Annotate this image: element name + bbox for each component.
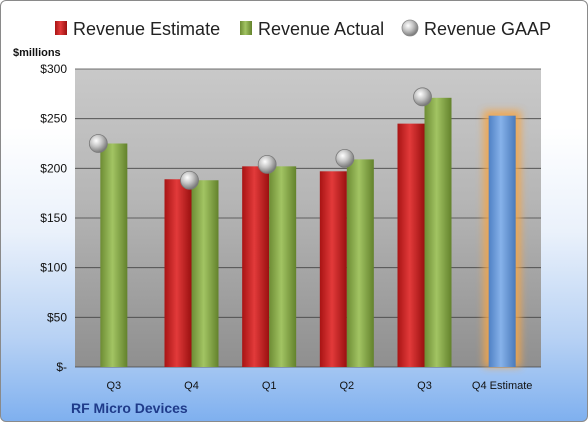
gridlines <box>75 68 541 368</box>
x-category-label: Q1 <box>262 380 277 392</box>
company-name: RF Micro Devices <box>71 400 188 416</box>
y-tick-label: $300 <box>40 62 67 76</box>
y-tick-label: $200 <box>40 161 67 175</box>
point-revenue-gaap <box>180 170 199 190</box>
y-tick-label: $250 <box>40 112 67 126</box>
x-category-label: Q2 <box>339 380 354 392</box>
bar-revenue-actual <box>269 166 297 367</box>
bars <box>100 97 521 367</box>
bar-revenue-actual <box>424 97 452 367</box>
bar-revenue-actual <box>100 143 128 367</box>
x-category-label: Q3 <box>417 380 432 392</box>
y-axis-ticks: $- $50 $100 $150 $200 $250 $300 <box>40 62 67 374</box>
legend-swatch-revenue-estimate <box>55 21 67 35</box>
legend-label-revenue-actual: Revenue Actual <box>258 19 384 39</box>
bar-revenue-estimate <box>164 179 192 367</box>
x-category-label: Q4 <box>184 380 199 392</box>
gaap-points <box>88 87 432 190</box>
legend-label-revenue-estimate: Revenue Estimate <box>73 19 220 39</box>
bar-q4-estimate <box>488 115 516 367</box>
bar-revenue-estimate <box>319 171 347 367</box>
y-axis-unit-label: $millions <box>13 47 61 59</box>
point-revenue-gaap <box>335 148 355 168</box>
x-category-label: Q4 Estimate <box>472 380 533 392</box>
legend-swatch-revenue-actual <box>240 21 252 35</box>
legend-label-revenue-gaap: Revenue GAAP <box>424 19 551 39</box>
y-tick-label: $- <box>56 360 67 374</box>
point-revenue-gaap <box>88 134 108 153</box>
x-axis-categories: Q3 Q4 Q1 Q2 Q3 Q4 Estimate <box>106 380 532 392</box>
y-tick-label: $50 <box>47 310 67 324</box>
bar-revenue-actual <box>191 180 219 367</box>
y-tick-label: $150 <box>40 211 67 225</box>
x-category-label: Q3 <box>106 380 121 392</box>
point-revenue-gaap <box>413 87 432 107</box>
legend: Revenue Estimate Revenue Actual Revenue … <box>55 19 551 39</box>
bar-revenue-actual <box>346 159 374 367</box>
bar-revenue-estimate <box>397 123 425 367</box>
legend-swatch-revenue-gaap <box>401 19 419 37</box>
point-revenue-gaap <box>257 154 277 174</box>
bar-revenue-estimate <box>242 166 270 367</box>
y-tick-label: $100 <box>40 261 67 275</box>
